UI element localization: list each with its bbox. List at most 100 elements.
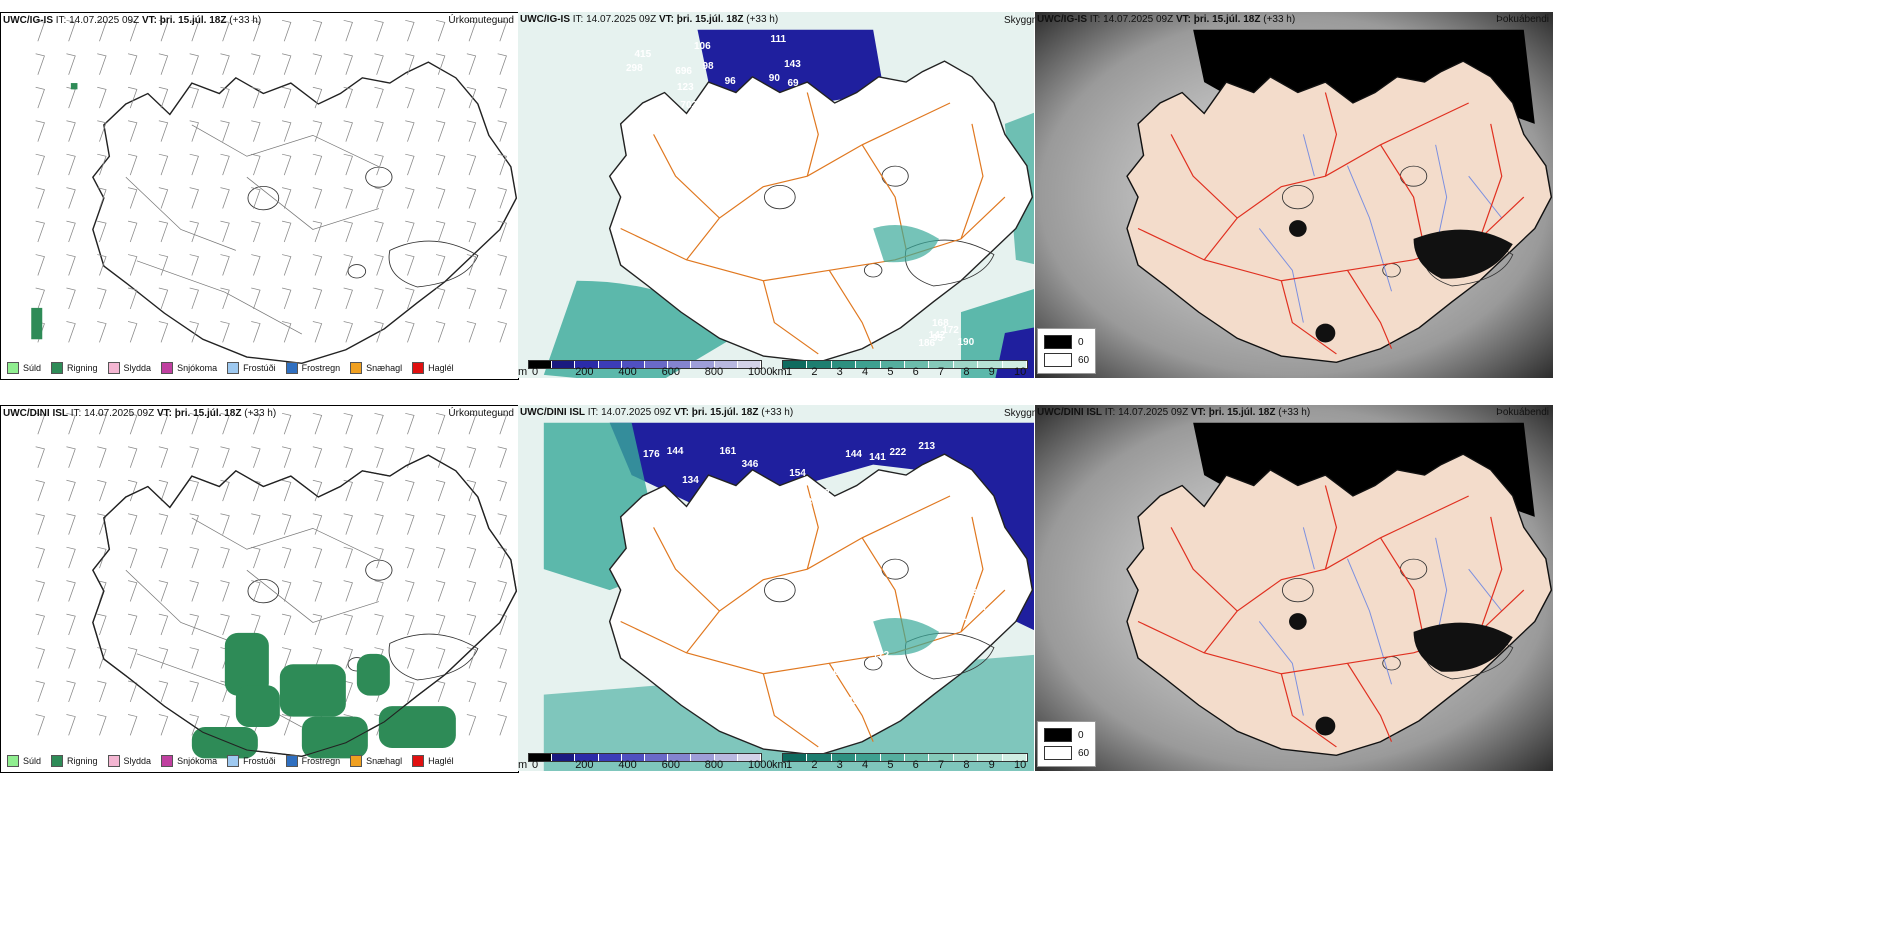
wind-barb <box>466 446 477 468</box>
legend-swatch <box>285 362 298 374</box>
wind-barb <box>158 714 169 736</box>
scale-tick-label: 0 <box>532 759 539 771</box>
wind-barb <box>343 120 353 142</box>
wind-barb <box>127 120 138 142</box>
wind-barb <box>466 412 477 435</box>
legend-item: Haglél <box>412 755 454 767</box>
wind-barb <box>97 580 107 602</box>
iceland-coastline <box>92 61 518 365</box>
rain-area <box>235 685 280 728</box>
wind-barb <box>374 613 384 636</box>
cloud-base-label: 120 <box>945 554 963 566</box>
wind-barb <box>35 446 45 468</box>
wind-barb <box>343 19 353 42</box>
wind-barb <box>127 647 138 669</box>
wind-barb <box>66 53 76 75</box>
cloud-base-label: 127 <box>971 602 988 613</box>
iceland-cloud-map <box>518 405 1034 771</box>
rain-area <box>279 664 346 717</box>
wind-barb <box>97 153 107 176</box>
glacier-outline <box>388 240 479 288</box>
cloud-base-label: 390 <box>870 294 888 305</box>
wind-barb <box>251 412 261 435</box>
scale-tick-label: 200 <box>575 759 594 771</box>
cloud-base-label: 186 <box>918 338 936 350</box>
wind-barb <box>251 53 261 75</box>
wind-barb <box>497 647 507 669</box>
wind-barb <box>497 187 507 209</box>
precip-type-legend: Súld Rigning Slydda Snjókoma Frostúði Frostre… <box>1 359 460 377</box>
wind-barb <box>158 613 169 636</box>
wind-barb <box>220 220 230 243</box>
road-line <box>1379 537 1426 643</box>
rain-area <box>224 632 269 696</box>
visibility-scale: km 1 2 3 4 5 6 7 8 9 10 <box>772 358 1034 378</box>
cloud-base-label: 39 <box>847 695 859 707</box>
wind-barb <box>189 53 199 75</box>
scale-tick-label: 5 <box>887 366 894 378</box>
fog-key-light: 60 <box>1078 747 1090 759</box>
legend-swatch <box>227 362 240 374</box>
scale-tick-label: 1 <box>786 366 793 378</box>
river-line <box>1302 527 1315 570</box>
wind-barb <box>435 479 446 502</box>
wind-barb <box>35 647 45 669</box>
iceland-cloud-map <box>518 12 1034 378</box>
legend-item: Slydda <box>107 362 151 374</box>
wind-barb <box>435 647 446 669</box>
low-visibility-area <box>873 617 940 656</box>
wind-barb <box>405 187 415 209</box>
wind-barb <box>66 714 76 736</box>
road-line <box>246 569 379 623</box>
wind-barb <box>281 647 292 669</box>
wind-barb <box>251 220 261 243</box>
wind-barb <box>405 220 415 243</box>
wind-barb <box>343 187 353 209</box>
wind-barb <box>374 546 384 569</box>
wind-barb <box>374 53 384 75</box>
wind-barb <box>343 321 353 343</box>
scale-tick-label: 400 <box>618 759 637 771</box>
wind-barb <box>343 53 353 75</box>
wind-barb <box>251 19 261 42</box>
wind-barb <box>405 254 415 276</box>
wind-barb <box>127 220 138 243</box>
cloud-base-label: 111 <box>770 33 787 45</box>
wind-barb <box>66 19 76 42</box>
height-scale: m 0 200 400 600 800 1000 <box>518 358 772 378</box>
wind-barb <box>97 613 107 636</box>
legend-label: Súld <box>23 756 42 766</box>
glacier-outline <box>365 166 393 188</box>
wind-barb <box>35 513 45 535</box>
wind-barb <box>158 412 169 435</box>
cloud-base-label: 947 <box>926 661 944 673</box>
wind-barb <box>251 287 261 310</box>
cloud-base-label: 123 <box>677 81 694 93</box>
road-line <box>960 123 984 240</box>
wind-barb <box>497 86 507 109</box>
road-line <box>762 280 819 355</box>
wind-barb <box>127 580 138 602</box>
wind-barb <box>312 479 323 502</box>
wind-barb <box>374 446 384 468</box>
cloud-base-label: 696 <box>675 66 692 78</box>
wind-barb <box>158 287 169 310</box>
scale-unit: km <box>772 366 787 378</box>
wind-barb <box>97 546 107 569</box>
wind-barb <box>343 513 353 535</box>
wind-barb <box>312 412 323 435</box>
wind-barb <box>127 187 138 209</box>
legend-swatch <box>161 362 174 374</box>
wind-barb <box>220 446 230 468</box>
cloud-base-label: 130 <box>687 522 704 534</box>
wind-barb <box>343 446 353 468</box>
wind-barb <box>158 187 169 209</box>
wind-barb <box>97 187 107 209</box>
wind-barb <box>281 153 292 176</box>
wind-barb <box>466 680 477 703</box>
wind-barb <box>374 412 384 435</box>
wind-barb <box>158 53 169 75</box>
wind-barb <box>189 546 199 569</box>
panel-header: UWC/IG-IS IT: 14.07.2025 09Z VT: þri. 15… <box>1037 14 1296 25</box>
wind-barb <box>312 187 323 209</box>
